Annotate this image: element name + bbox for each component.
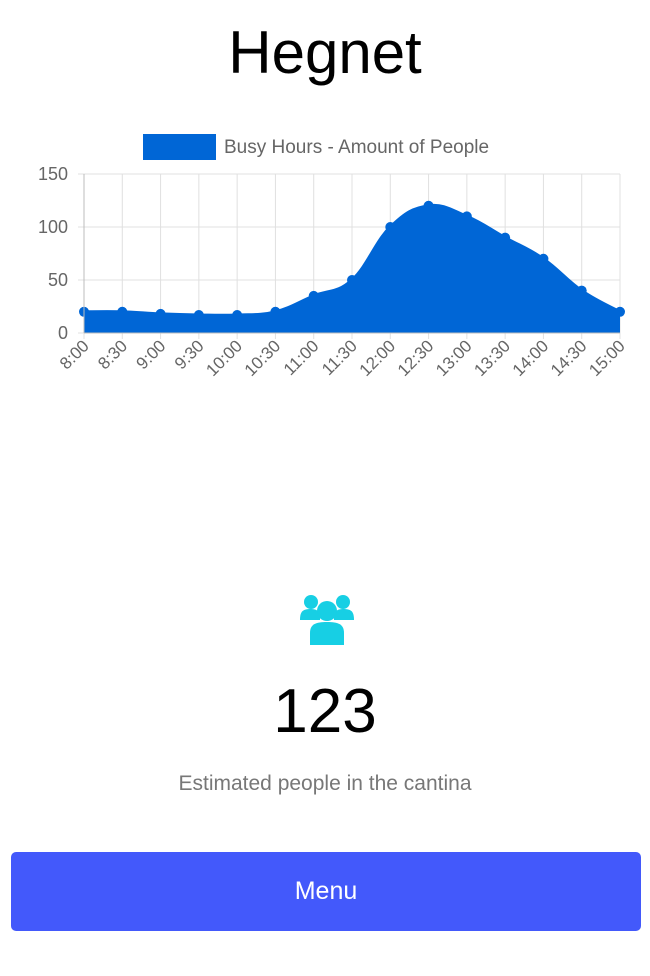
x-tick-label: 15:00 (585, 336, 629, 380)
x-tick-label: 14:30 (547, 336, 591, 380)
menu-button[interactable]: Menu (11, 852, 641, 931)
x-tick-label: 14:00 (509, 336, 553, 380)
busy-hours-chart: Busy Hours - Amount of People 0 50 100 150 8:… (38, 134, 629, 380)
data-point (461, 211, 472, 222)
x-tick-label: 9:00 (133, 336, 170, 373)
data-point (576, 285, 587, 296)
x-tick-label: 10:30 (241, 336, 285, 380)
data-point (500, 232, 511, 243)
data-point (538, 253, 549, 264)
data-point (232, 309, 243, 320)
x-tick-label: 13:30 (470, 336, 514, 380)
x-tick-label: 9:30 (171, 336, 208, 373)
page-title: Hegnet (228, 19, 422, 86)
series-area (84, 205, 620, 333)
y-tick-label: 50 (48, 270, 68, 290)
data-point (270, 306, 281, 317)
data-point (347, 275, 357, 285)
people-count-label: Estimated people in the cantina (178, 772, 472, 795)
legend-label: Busy Hours - Amount of People (224, 137, 489, 158)
x-tick-label: 11:30 (318, 336, 361, 379)
x-tick-label: 13:00 (432, 336, 476, 380)
data-point (117, 306, 128, 317)
x-tick-label: 10:00 (202, 336, 246, 380)
legend-swatch (143, 134, 216, 160)
y-tick-label: 150 (38, 164, 68, 184)
data-point (423, 200, 434, 211)
users-icon (300, 595, 354, 645)
people-count: 123 (273, 677, 377, 746)
x-tick-label: 11:00 (280, 336, 323, 379)
x-tick-label: 12:30 (394, 336, 438, 380)
data-point (155, 308, 166, 319)
data-point (385, 222, 396, 232)
x-tick-label: 12:00 (356, 336, 400, 380)
y-tick-label: 0 (58, 323, 68, 343)
data-point (193, 309, 204, 320)
data-point (308, 290, 319, 301)
y-tick-label: 100 (38, 217, 68, 237)
x-tick-label: 8:30 (94, 336, 131, 373)
data-point (615, 306, 625, 317)
